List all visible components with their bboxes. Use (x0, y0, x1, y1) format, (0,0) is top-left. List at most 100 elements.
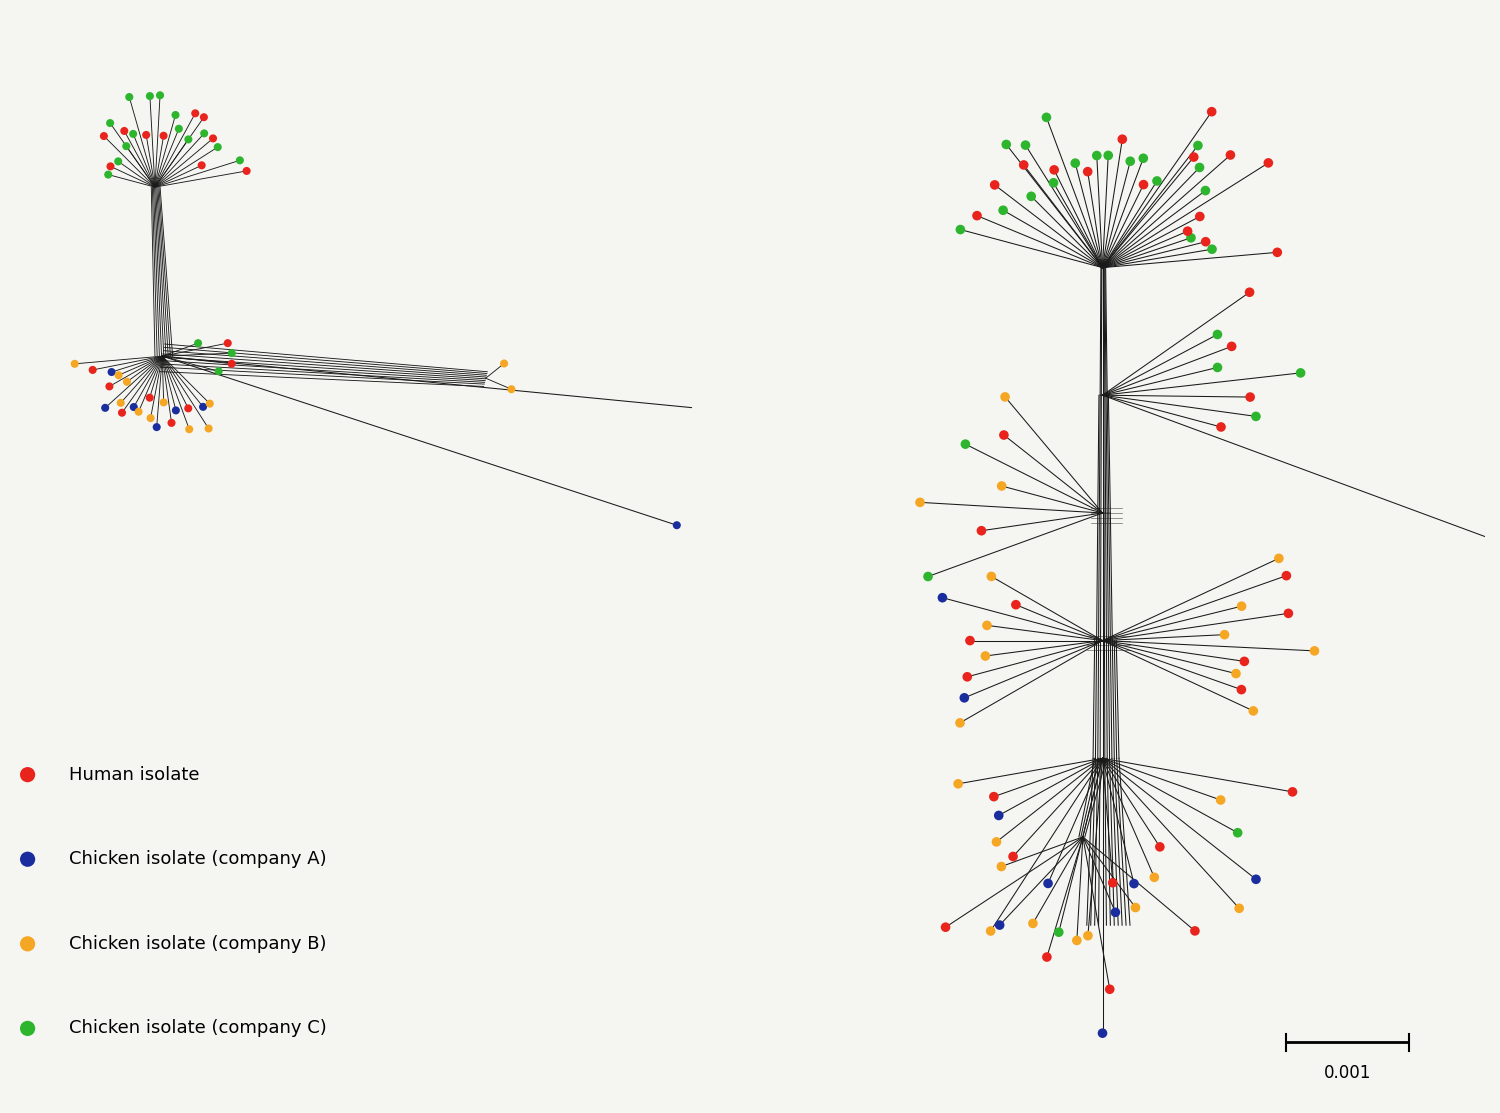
Point (1233, 652, 1257, 670)
Point (1098, 981, 1122, 998)
Point (1035, 948, 1059, 966)
Point (982, 788, 1006, 806)
Point (198, 395, 222, 413)
Point (1096, 147, 1120, 165)
Point (1144, 173, 1168, 190)
Point (930, 589, 954, 607)
Point (81, 361, 105, 378)
Point (1218, 146, 1242, 164)
Point (99, 157, 123, 175)
Point (990, 477, 1014, 495)
Point (1101, 874, 1125, 892)
Point (234, 162, 258, 180)
Point (228, 151, 252, 169)
Point (1014, 136, 1038, 154)
Point (1230, 681, 1254, 699)
Point (1206, 358, 1230, 376)
Point (956, 668, 980, 686)
Point (974, 647, 998, 664)
Point (216, 334, 240, 352)
Point (1000, 848, 1024, 866)
Point (980, 568, 1004, 585)
Point (1148, 838, 1172, 856)
Point (1143, 868, 1167, 886)
Point (982, 176, 1006, 194)
Point (148, 87, 172, 105)
Point (954, 435, 978, 453)
Point (134, 126, 158, 144)
Point (1035, 108, 1059, 126)
Point (992, 426, 1016, 444)
Point (978, 922, 1002, 939)
Point (99, 363, 123, 381)
Point (192, 125, 216, 142)
Point (192, 108, 216, 126)
Point (122, 125, 146, 142)
Point (969, 522, 993, 540)
Point (500, 381, 523, 398)
Point (1276, 604, 1300, 622)
Point (1019, 187, 1042, 205)
Point (93, 398, 117, 416)
Text: Human isolate: Human isolate (69, 766, 200, 784)
Point (1281, 782, 1305, 800)
Text: Chicken isolate (company A): Chicken isolate (company A) (69, 850, 327, 868)
Point (190, 398, 214, 416)
Point (1110, 130, 1134, 148)
Point (1065, 932, 1089, 949)
Point (159, 414, 183, 432)
Point (664, 516, 688, 534)
Point (15, 935, 39, 953)
Point (908, 493, 932, 511)
Point (206, 138, 230, 156)
Point (1004, 595, 1028, 613)
Point (138, 87, 162, 105)
Point (1227, 899, 1251, 917)
Point (984, 833, 1008, 850)
Point (1188, 207, 1212, 225)
Point (1022, 915, 1046, 933)
Point (990, 858, 1014, 876)
Point (1182, 148, 1206, 166)
Point (1242, 702, 1266, 720)
Point (948, 713, 972, 731)
Point (1209, 418, 1233, 436)
Point (1194, 233, 1218, 250)
Text: 0.001: 0.001 (1323, 1064, 1371, 1082)
Point (1268, 550, 1292, 568)
Point (1131, 176, 1155, 194)
Point (164, 402, 188, 420)
Point (1124, 898, 1148, 916)
Point (1122, 875, 1146, 893)
Point (916, 568, 940, 585)
Point (1244, 407, 1268, 425)
Point (1076, 927, 1100, 945)
Text: Chicken isolate (company C): Chicken isolate (company C) (69, 1020, 327, 1037)
Point (1188, 158, 1212, 176)
Point (1084, 147, 1108, 165)
Point (1266, 244, 1290, 262)
Point (1194, 181, 1218, 199)
Point (1209, 791, 1233, 809)
Point (15, 1020, 39, 1037)
Point (1118, 152, 1142, 170)
Point (1238, 388, 1262, 406)
Point (1131, 149, 1155, 167)
Point (992, 201, 1016, 219)
Point (98, 115, 122, 132)
Point (1220, 337, 1244, 355)
Point (933, 918, 957, 936)
Point (975, 617, 999, 634)
Point (196, 420, 220, 437)
Point (946, 775, 970, 792)
Point (1186, 137, 1210, 155)
Point (152, 127, 176, 145)
Point (1302, 642, 1326, 660)
Point (186, 334, 210, 352)
Point (1200, 102, 1224, 120)
Point (117, 88, 141, 106)
Point (1257, 154, 1281, 171)
Point (1047, 924, 1071, 942)
Text: Chicken isolate (company B): Chicken isolate (company B) (69, 935, 327, 953)
Point (114, 137, 138, 155)
